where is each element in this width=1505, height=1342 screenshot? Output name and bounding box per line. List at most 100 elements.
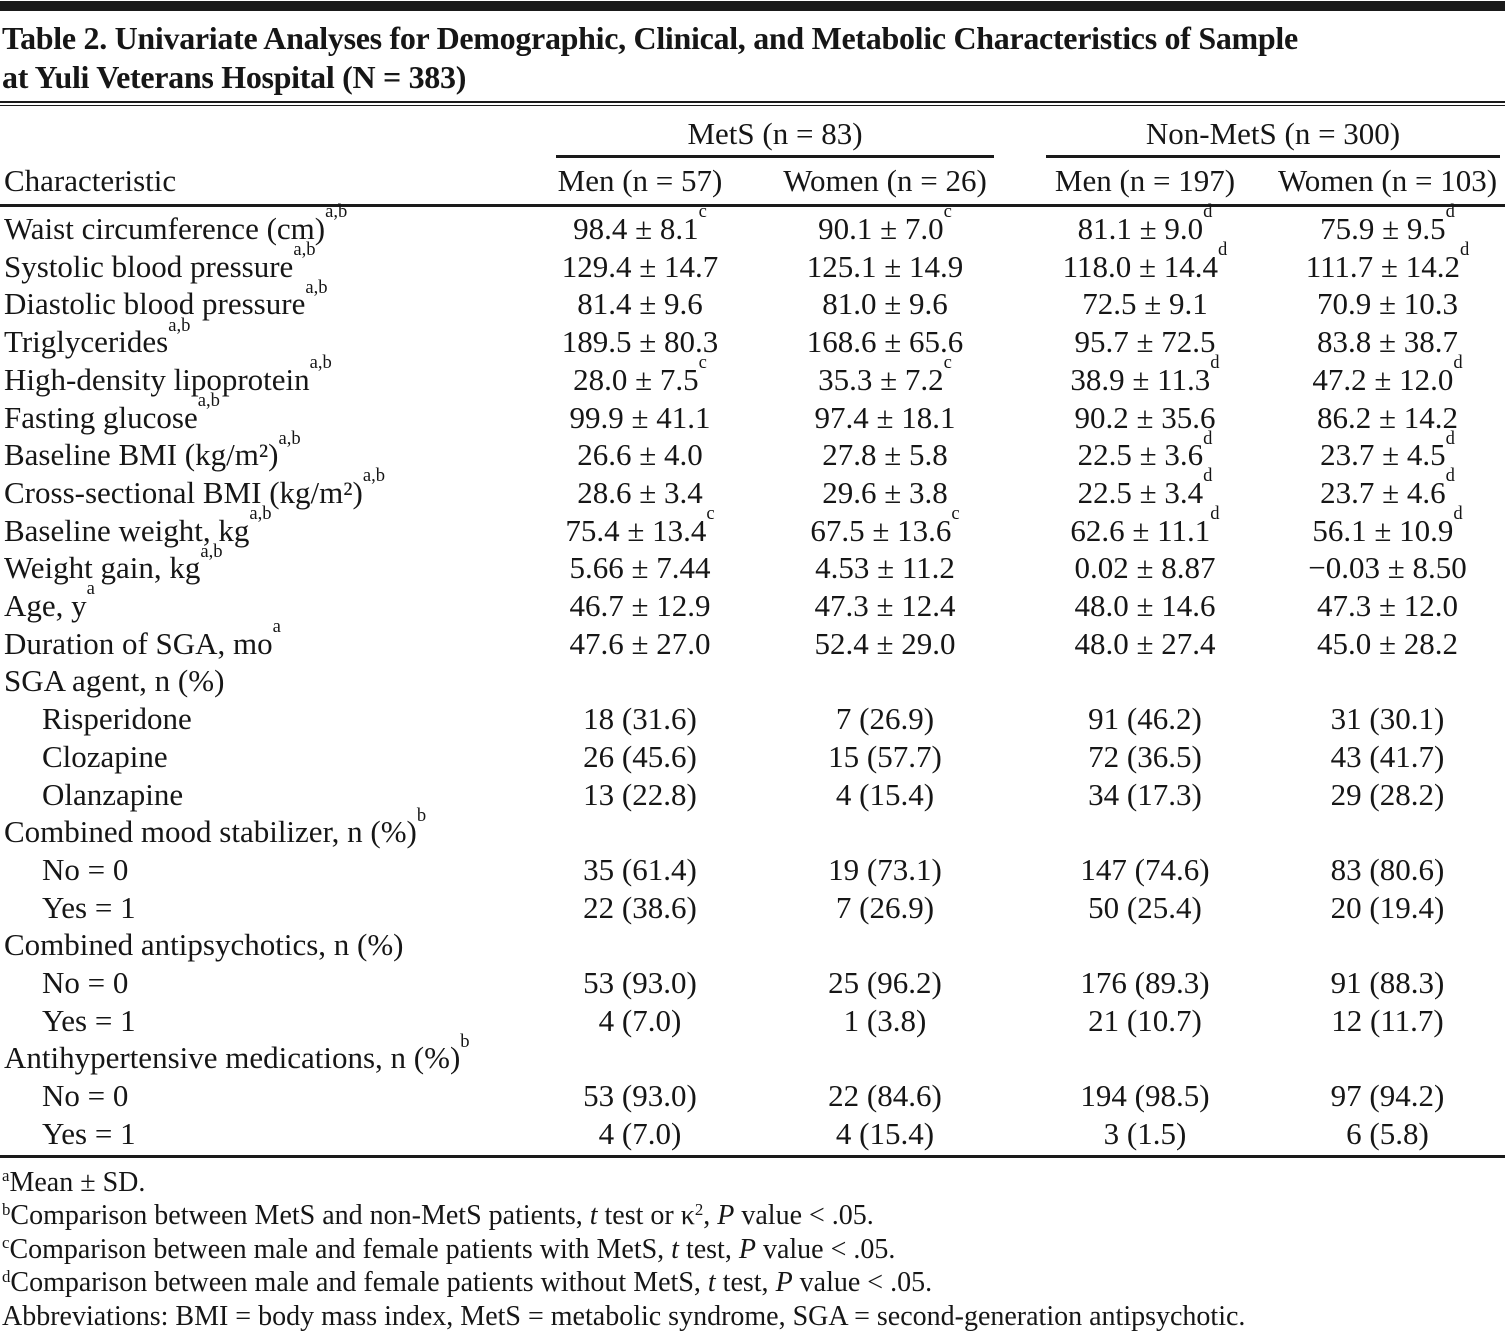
cell-value-text: 45.0 ± 28.2 xyxy=(1316,625,1458,661)
row-label-text: Age, y xyxy=(4,588,87,624)
row-label: SGA agent, n (%) xyxy=(0,662,530,700)
group-header-nonmets: Non-MetS (n = 300) xyxy=(1020,110,1505,158)
cell-value-text: 4 (7.0) xyxy=(598,1115,682,1151)
cell-value-text: 67.5 ± 13.6 xyxy=(810,512,952,548)
cell-value-text: 81.0 ± 9.6 xyxy=(822,286,948,322)
cell-value: 22 (38.6) xyxy=(530,889,750,927)
section-header-row: Combined antipsychotics, n (%) xyxy=(0,926,1505,964)
cell-value xyxy=(1270,926,1505,964)
table-row: No = 0 53 (93.0) 25 (96.2) 176 (89.3) 91 (88… xyxy=(0,964,1505,1002)
cell-value xyxy=(530,1039,750,1077)
row-label-text: Diastolic blood pressure xyxy=(4,286,306,322)
footnote-marker: a xyxy=(2,1166,10,1186)
cell-value-text: 3 (1.5) xyxy=(1103,1115,1187,1151)
column-header-mets-women: Women (n = 26) xyxy=(750,158,1020,207)
cell-value: 95.7 ± 72.5 xyxy=(1020,323,1270,361)
footnote-marker: d xyxy=(1445,201,1455,223)
footnote-marker: d xyxy=(1453,503,1463,525)
cell-value-text: 27.8 ± 5.8 xyxy=(822,437,948,473)
row-label: Baseline BMI (kg/m²)a,b xyxy=(0,429,530,474)
cell-value xyxy=(1270,662,1505,700)
cell-value: 86.2 ± 14.2 xyxy=(1270,399,1505,437)
cell-value-text: 4 (7.0) xyxy=(598,1002,682,1038)
cell-value xyxy=(530,926,750,964)
cell-value-text: 98.4 ± 8.1 xyxy=(573,211,699,246)
cell-value-text: 75.9 ± 9.5 xyxy=(1320,211,1446,246)
footnote-text-segment: value < .05. xyxy=(734,1200,874,1232)
cell-value: 22.5 ± 3.4d xyxy=(1020,467,1270,512)
cell-value xyxy=(530,813,750,851)
cell-value: 53 (93.0) xyxy=(530,1077,750,1115)
row-label-text: Yes = 1 xyxy=(42,1115,136,1151)
cell-value: 13 (22.8) xyxy=(530,776,750,814)
row-label: Risperidone xyxy=(0,700,530,738)
cell-value-text: 48.0 ± 14.6 xyxy=(1074,588,1216,624)
cell-value-text: 97 (94.2) xyxy=(1330,1078,1445,1114)
footnote-text-segment: P xyxy=(775,1267,793,1299)
cell-value-text: 62.6 ± 11.1 xyxy=(1070,512,1211,548)
table-title: Table 2. Univariate Analyses for Demogra… xyxy=(2,19,1503,97)
cell-value: 97.4 ± 18.1 xyxy=(750,399,1020,437)
cell-value-text: 35.3 ± 7.2 xyxy=(818,361,944,397)
footnote-marker: d xyxy=(1453,352,1463,374)
row-label: Fasting glucosea,b xyxy=(0,391,530,437)
row-label: No = 0 xyxy=(0,964,530,1002)
footnote-text-segment: Comparison between male and female patie… xyxy=(10,1267,708,1299)
row-label-text: No = 0 xyxy=(42,965,129,1001)
cell-value: 6 (5.8) xyxy=(1270,1114,1505,1158)
footnote-marker: a,b xyxy=(362,465,386,487)
table-row: Yes = 1 4 (7.0) 1 (3.8) 21 (10.7) 12 (11.7) xyxy=(0,1002,1505,1040)
footnote-text-segment: 2 xyxy=(694,1199,704,1219)
cell-value: 23.7 ± 4.6d xyxy=(1270,467,1505,512)
row-label-text: Baseline weight, kg xyxy=(4,512,250,548)
cell-value-text: 6 (5.8) xyxy=(1346,1115,1429,1151)
row-label: Diastolic blood pressurea,b xyxy=(0,278,530,323)
row-label-text: Fasting glucose xyxy=(4,399,198,435)
footnote-marker: a xyxy=(86,578,95,600)
row-label-text: Combined antipsychotics, n (%) xyxy=(4,927,404,963)
row-label: High-density lipoproteina,b xyxy=(0,353,530,399)
footnote-text-segment: , xyxy=(703,1200,718,1232)
cell-value: 62.6 ± 11.1d xyxy=(1020,504,1270,550)
cell-value-text: 13 (22.8) xyxy=(583,776,697,812)
table-title-line1: Table 2. Univariate Analyses for Demogra… xyxy=(2,20,1298,56)
row-label-text: Triglycerides xyxy=(4,324,169,360)
footnote-marker: a,b xyxy=(293,239,316,261)
table-row: Systolic blood pressurea,b 129.4 ± 14.7 12… xyxy=(0,240,1505,286)
cell-value: 90.2 ± 35.6 xyxy=(1020,399,1270,437)
cell-value: 67.5 ± 13.6c xyxy=(750,504,1020,550)
cell-value: 48.0 ± 14.6 xyxy=(1020,587,1270,625)
cell-value-text: 4.53 ± 11.2 xyxy=(815,550,955,586)
cell-value: 28.6 ± 3.4 xyxy=(530,474,750,512)
cell-value-text: 0.02 ± 8.87 xyxy=(1074,550,1216,586)
cell-value: 18 (31.6) xyxy=(530,700,750,738)
cell-value xyxy=(750,926,1020,964)
cell-value: 91 (46.2) xyxy=(1020,700,1270,738)
cell-value: 147 (74.6) xyxy=(1020,851,1270,889)
table-row: High-density lipoproteina,b 28.0 ± 7.5c 35… xyxy=(0,353,1505,399)
cell-value: 129.4 ± 14.7 xyxy=(530,248,750,286)
cell-value-text: 28.6 ± 3.4 xyxy=(577,474,703,510)
row-label: No = 0 xyxy=(0,1077,530,1115)
footnote-text-segment: test or κ xyxy=(597,1200,695,1232)
cell-value: 83 (80.6) xyxy=(1270,851,1505,889)
cell-value-text: 38.9 ± 11.3 xyxy=(1070,361,1211,397)
row-label-text: No = 0 xyxy=(42,851,129,887)
row-label: Antihypertensive medications, n (%)b xyxy=(0,1032,530,1077)
cell-value-text: 31 (30.1) xyxy=(1330,701,1445,737)
cell-value-text: 1 (3.8) xyxy=(843,1002,927,1038)
cell-value: 19 (73.1) xyxy=(750,851,1020,889)
section-header-row: Antihypertensive medications, n (%)b xyxy=(0,1032,1505,1077)
row-label-text: Waist circumference (cm) xyxy=(4,211,326,246)
footnote-text-segment: test, xyxy=(678,1233,739,1265)
table-row: Triglyceridesa,b 189.5 ± 80.3 168.6 ± 65.6… xyxy=(0,316,1505,361)
footnote-marker: d xyxy=(1210,503,1220,525)
cell-value-text: 12 (11.7) xyxy=(1331,1002,1444,1038)
cell-value-text: 81.4 ± 9.6 xyxy=(577,286,703,322)
cell-value-text: 83.8 ± 38.7 xyxy=(1316,324,1458,360)
table-row: Baseline weight, kga,b 75.4 ± 13.4c 67.5 ±… xyxy=(0,504,1505,550)
footnote-marker: b xyxy=(460,1030,470,1052)
cell-value-text: 72.5 ± 9.1 xyxy=(1082,286,1208,322)
footnote-text-segment: value < .05. xyxy=(755,1233,896,1265)
